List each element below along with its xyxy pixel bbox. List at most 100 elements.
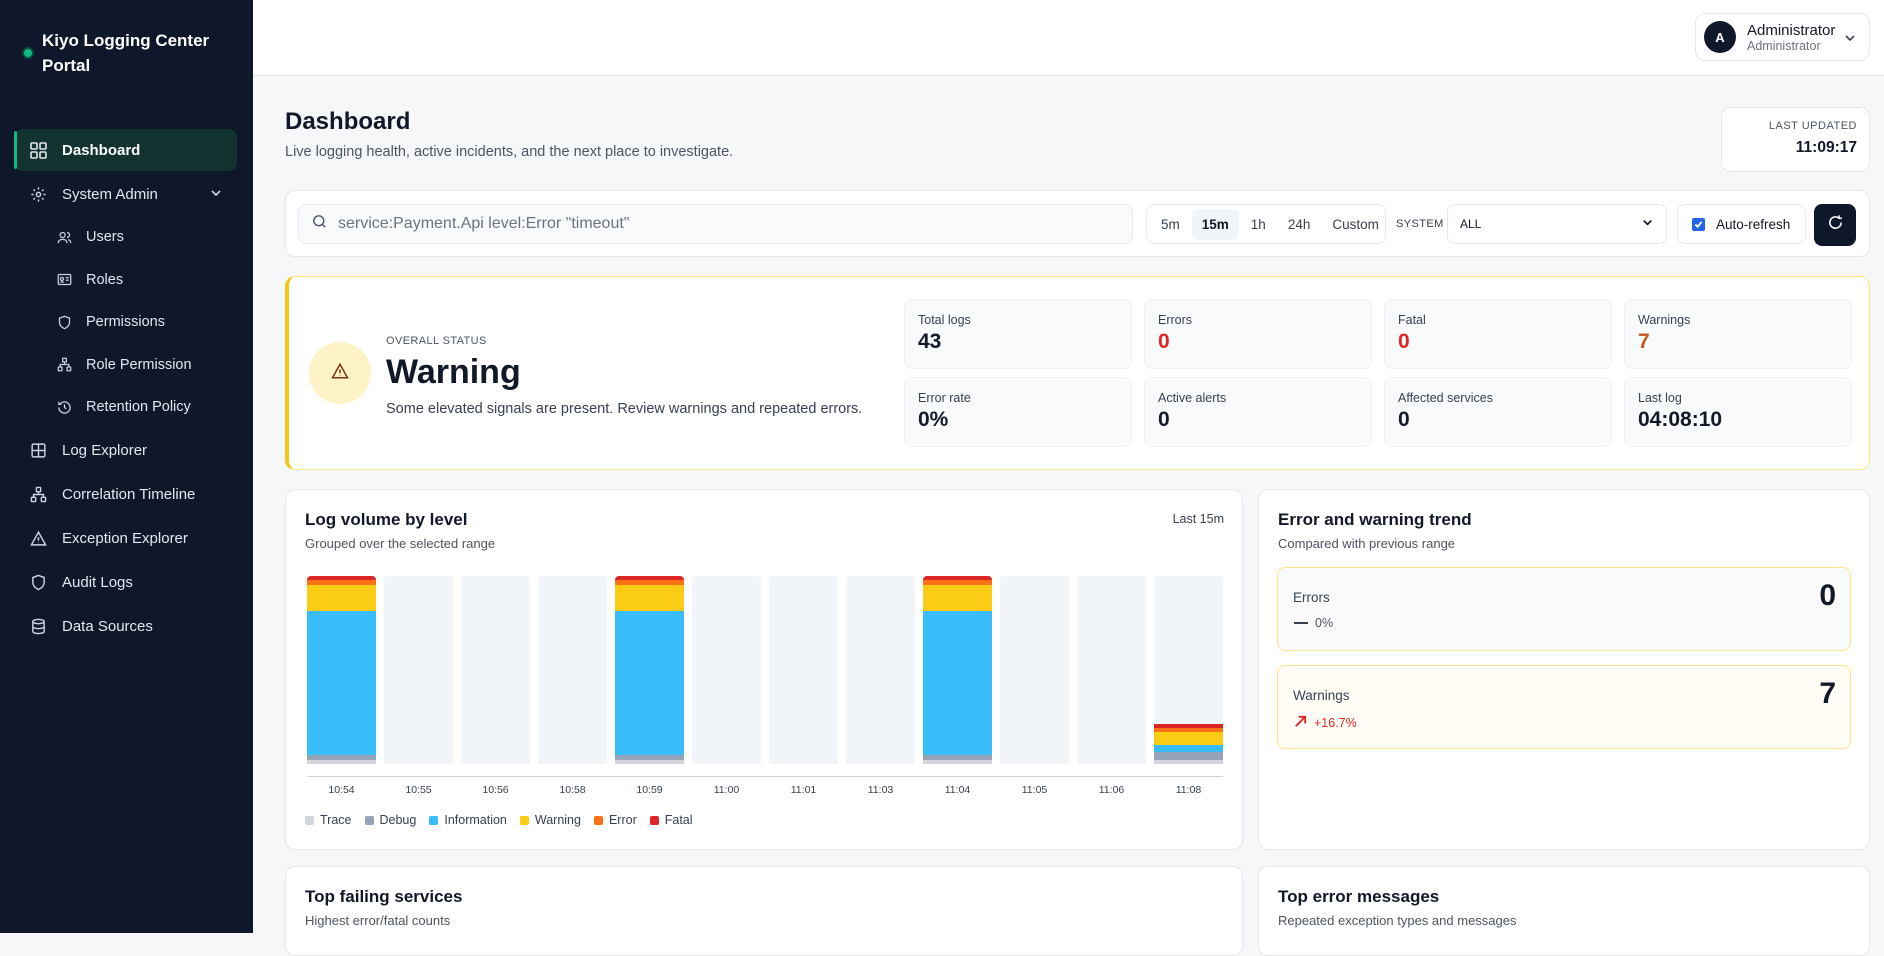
x-tick-label: 10:56 (482, 784, 509, 796)
legend-label: Trace (320, 813, 352, 827)
auto-refresh-toggle[interactable]: Auto-refresh (1677, 204, 1806, 244)
range-1h[interactable]: 1h (1250, 216, 1266, 232)
chart-legend: Trace Debug Information Warning Error Fa… (305, 813, 693, 827)
user-menu[interactable]: A Administrator Administrator (1695, 13, 1870, 61)
auto-refresh-checkbox[interactable] (1692, 217, 1705, 231)
chevron-down-icon (1641, 216, 1654, 232)
sidebar-item-data-sources[interactable]: Data Sources (14, 606, 237, 648)
system-select[interactable]: ALL (1447, 204, 1667, 244)
refresh-button[interactable] (1814, 204, 1856, 246)
sidebar-item-exception-explorer[interactable]: Exception Explorer (14, 518, 237, 560)
range-24h[interactable]: 24h (1287, 216, 1311, 232)
bar-1105[interactable] (1000, 576, 1069, 764)
warnings-trend-card: Warnings 7 +16.7% (1277, 665, 1851, 749)
sidebar-item-retention-policy[interactable]: Retention Policy (14, 387, 237, 427)
warning-triangle-icon (28, 529, 48, 549)
sidebar-item-label: System Admin (62, 185, 158, 203)
legend-warning: Warning (519, 813, 581, 827)
bar-1103[interactable] (846, 576, 915, 764)
sidebar-item-correlation-timeline[interactable]: Correlation Timeline (14, 474, 237, 516)
network-icon (28, 485, 48, 505)
kpi-label: Fatal (1398, 313, 1426, 327)
warning-triangle-icon (331, 362, 349, 385)
legend-label: Debug (379, 813, 417, 827)
x-tick-label: 10:58 (559, 784, 586, 796)
brand: Kiyo Logging Center Portal (24, 28, 232, 78)
bar-segment-trace (307, 759, 376, 764)
panel-subtitle: Highest error/fatal counts (305, 913, 451, 928)
sidebar-item-label: Retention Policy (86, 399, 191, 415)
range-custom[interactable]: Custom (1332, 216, 1379, 232)
x-tick-label: 11:03 (867, 784, 894, 796)
bar-segment-debug (1154, 752, 1223, 760)
range-5m[interactable]: 5m (1161, 216, 1180, 232)
users-icon (56, 229, 72, 245)
kpi-label: Error rate (918, 391, 971, 405)
legend-label: Error (608, 813, 637, 827)
kpi-value: 43 (918, 330, 942, 353)
hierarchy-icon (56, 357, 72, 373)
bar-segment-information (1154, 745, 1223, 753)
bar-segment-warning (1154, 732, 1223, 746)
kpi-value: 0 (1398, 408, 1410, 431)
trend-delta-value: +16.7% (1314, 716, 1357, 730)
bar-segment-warning (307, 584, 376, 611)
x-tick-label: 11:08 (1175, 784, 1202, 796)
sidebar-item-label: Data Sources (62, 618, 153, 635)
search-input[interactable] (338, 215, 1118, 233)
x-tick-label: 11:06 (1098, 784, 1125, 796)
bar-1056[interactable] (461, 576, 530, 764)
shield-icon (56, 314, 72, 330)
sidebar-item-label: Log Explorer (62, 442, 148, 459)
kpi-total-logs: Total logs 43 (904, 299, 1132, 369)
bar-segment-error (615, 580, 684, 585)
bar-1054[interactable] (307, 576, 376, 764)
x-tick-label: 10:55 (405, 784, 432, 796)
x-tick-label: 11:04 (944, 784, 971, 796)
kpi-last-log: Last log 04:08:10 (1624, 377, 1852, 447)
sidebar-item-permissions[interactable]: Permissions (14, 302, 237, 342)
sidebar-item-label: Permissions (86, 314, 165, 330)
volume-chart (307, 576, 1223, 764)
chevron-down-icon[interactable] (209, 186, 223, 204)
kpi-value: 04:08:10 (1638, 408, 1723, 431)
bar-1058[interactable] (538, 576, 607, 764)
sidebar-item-system-admin[interactable]: System Admin (14, 173, 237, 215)
range-15m[interactable]: 15m (1191, 208, 1239, 240)
top-error-messages-panel: Top error messages Repeated exception ty… (1258, 866, 1870, 956)
bar-1104[interactable] (923, 576, 992, 764)
legend-fatal: Fatal (649, 813, 693, 827)
bar-1059[interactable] (615, 576, 684, 764)
sidebar-item-role-permission[interactable]: Role Permission (14, 345, 237, 385)
bar-1108[interactable] (1154, 576, 1223, 764)
panel-title: Top failing services (305, 887, 463, 906)
overall-status-card: OVERALL STATUS Warning Some elevated sig… (285, 276, 1870, 470)
sidebar-item-roles[interactable]: Roles (14, 260, 237, 300)
trend-label: Warnings (1293, 688, 1350, 703)
kpi-active-alerts: Active alerts 0 (1144, 377, 1372, 447)
kpi-value: 0 (1158, 330, 1170, 353)
kpi-label: Affected services (1398, 391, 1493, 405)
bar-1100[interactable] (692, 576, 761, 764)
kpi-value: 7 (1638, 330, 1650, 353)
status-dot-icon (24, 49, 32, 57)
bar-1055[interactable] (384, 576, 453, 764)
sidebar-item-label: Roles (86, 271, 124, 288)
sidebar-item-dashboard[interactable]: Dashboard (14, 129, 237, 171)
top-failing-services-panel: Top failing services Highest error/fatal… (285, 866, 1243, 956)
sidebar-item-users[interactable]: Users (14, 217, 237, 257)
panel-title: Top error messages (1278, 887, 1440, 906)
bar-segment-trace (1154, 759, 1223, 764)
bar-1106[interactable] (1077, 576, 1146, 764)
bar-1101[interactable] (769, 576, 838, 764)
bar-segment-fatal (1154, 723, 1223, 728)
bar-segment-error (923, 580, 992, 585)
kpi-errors: Errors 0 (1144, 299, 1372, 369)
sidebar-item-log-explorer[interactable]: Log Explorer (14, 430, 237, 472)
x-tick-label: 11:00 (713, 784, 740, 796)
kpi-label: Last log (1638, 391, 1682, 405)
grid-icon (28, 140, 48, 160)
sidebar-item-audit-logs[interactable]: Audit Logs (14, 562, 237, 604)
trend-value: 7 (1819, 677, 1836, 710)
sidebar-item-label: Users (86, 229, 124, 245)
